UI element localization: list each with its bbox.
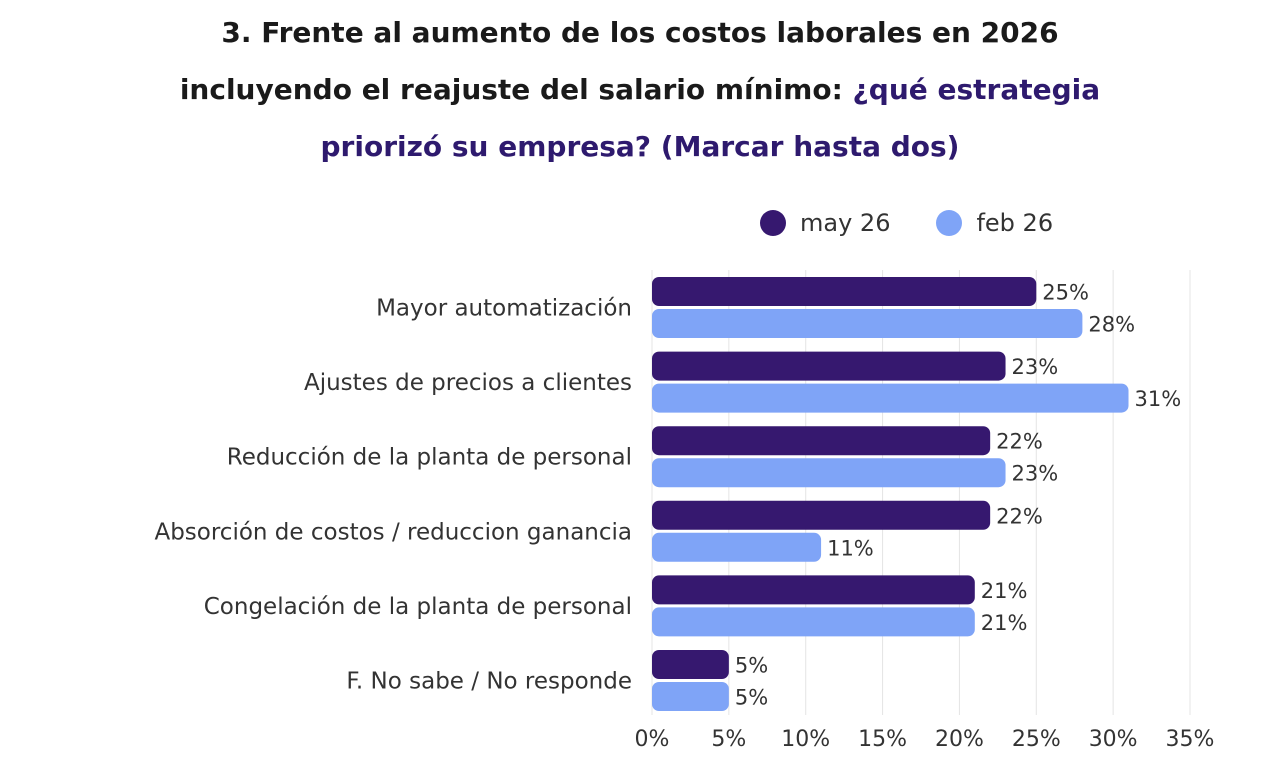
legend-swatch-may26 [760, 210, 786, 236]
bar-may26 [652, 500, 991, 530]
value-label-may26: 25% [1042, 281, 1089, 305]
bar-feb26 [652, 682, 729, 711]
title-line-3: priorizó su empresa? (Marcar hasta dos) [320, 130, 960, 163]
legend-label-may26: may 26 [800, 209, 891, 237]
title-line-1: 3. Frente al aumento de los costos labor… [221, 16, 1059, 49]
value-label-feb26: 23% [1012, 462, 1059, 486]
legend-swatch-feb26 [936, 210, 963, 236]
value-label-may26: 22% [996, 430, 1043, 454]
bar-feb26 [652, 458, 1006, 488]
bar-feb26 [652, 532, 822, 562]
category-label: Absorción de costos / reduccion ganancia [154, 519, 632, 545]
x-tick-label: 0% [635, 727, 670, 752]
legend-label-feb26: feb 26 [976, 209, 1054, 237]
value-label-feb26: 11% [827, 536, 874, 560]
x-tick-label: 15% [858, 727, 907, 752]
legend-item-feb26: feb 26 [936, 209, 1053, 237]
x-tick-label: 10% [781, 727, 830, 752]
title-line-2-highlight: ¿qué estrategia [852, 73, 1101, 106]
x-tick-label: 25% [1012, 727, 1061, 752]
value-label-feb26: 31% [1135, 387, 1182, 411]
chart-legend: may 26 feb 26 [760, 203, 1053, 243]
value-label-may26: 22% [996, 504, 1043, 528]
value-label-feb26: 21% [981, 611, 1028, 635]
bar-may26 [652, 277, 1037, 306]
category-label: Congelación de la planta de personal [204, 594, 632, 620]
x-tick-label: 35% [1166, 727, 1215, 752]
chart-title: 3. Frente al aumento de los costos labor… [0, 4, 1280, 175]
value-label-may26: 23% [1012, 355, 1059, 379]
category-label: Mayor automatización [376, 296, 632, 322]
category-label: F. No sabe / No responde [346, 669, 632, 695]
legend-item-may26: may 26 [760, 209, 890, 237]
category-label: Reducción de la planta de personal [227, 445, 632, 471]
x-tick-label: 5% [711, 727, 746, 752]
title-line-2-plain: incluyendo el reajuste del salario mínim… [179, 73, 853, 106]
value-label-feb26: 5% [735, 686, 768, 710]
value-label-may26: 5% [735, 654, 768, 678]
bar-feb26 [652, 607, 975, 637]
x-tick-label: 20% [935, 727, 984, 752]
title-line-2: incluyendo el reajuste del salario mínim… [0, 61, 1280, 118]
value-label-may26: 21% [981, 579, 1028, 603]
category-label: Ajustes de precios a clientes [304, 370, 632, 396]
value-label-feb26: 28% [1088, 313, 1135, 337]
bar-feb26 [652, 383, 1129, 413]
bar-may26 [652, 575, 975, 605]
bar-feb26 [652, 309, 1083, 338]
bar-may26 [652, 650, 729, 679]
x-tick-label: 30% [1089, 727, 1138, 752]
bar-may26 [652, 426, 991, 456]
bar-may26 [652, 351, 1006, 381]
